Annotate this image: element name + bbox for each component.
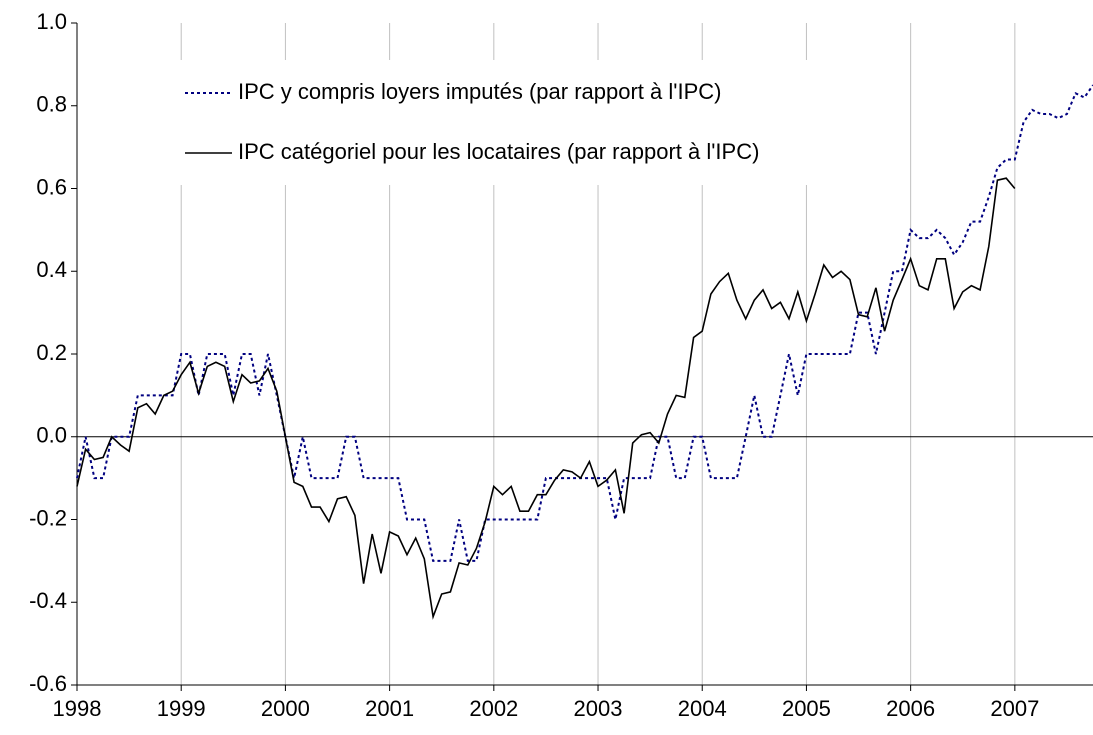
legend-background <box>170 60 910 185</box>
y-tick-label: 1.0 <box>36 9 67 34</box>
x-tick-label: 2005 <box>782 696 831 721</box>
y-tick-label: -0.4 <box>29 588 67 613</box>
x-tick-label: 2007 <box>990 696 1039 721</box>
legend-label: IPC y compris loyers imputés (par rappor… <box>238 79 721 104</box>
y-tick-label: 0.6 <box>36 174 67 199</box>
legend-label: IPC catégoriel pour les locataires (par … <box>238 139 759 164</box>
series-line <box>76 177 1016 620</box>
y-tick-label: 0.2 <box>36 340 67 365</box>
x-tick-label: 1999 <box>157 696 206 721</box>
x-tick-label: 2000 <box>261 696 310 721</box>
y-tick-label: 0.8 <box>36 92 67 117</box>
x-tick-label: 2002 <box>469 696 518 721</box>
y-tick-label: 0.0 <box>36 423 67 448</box>
x-tick-label: 2001 <box>365 696 414 721</box>
x-tick-label: 2006 <box>886 696 935 721</box>
y-tick-label: 0.4 <box>36 257 67 282</box>
x-tick-label: 2004 <box>678 696 727 721</box>
x-tick-label: 2003 <box>574 696 623 721</box>
y-tick-label: -0.2 <box>29 505 67 530</box>
x-tick-label: 1998 <box>53 696 102 721</box>
y-tick-label: -0.6 <box>29 671 67 696</box>
